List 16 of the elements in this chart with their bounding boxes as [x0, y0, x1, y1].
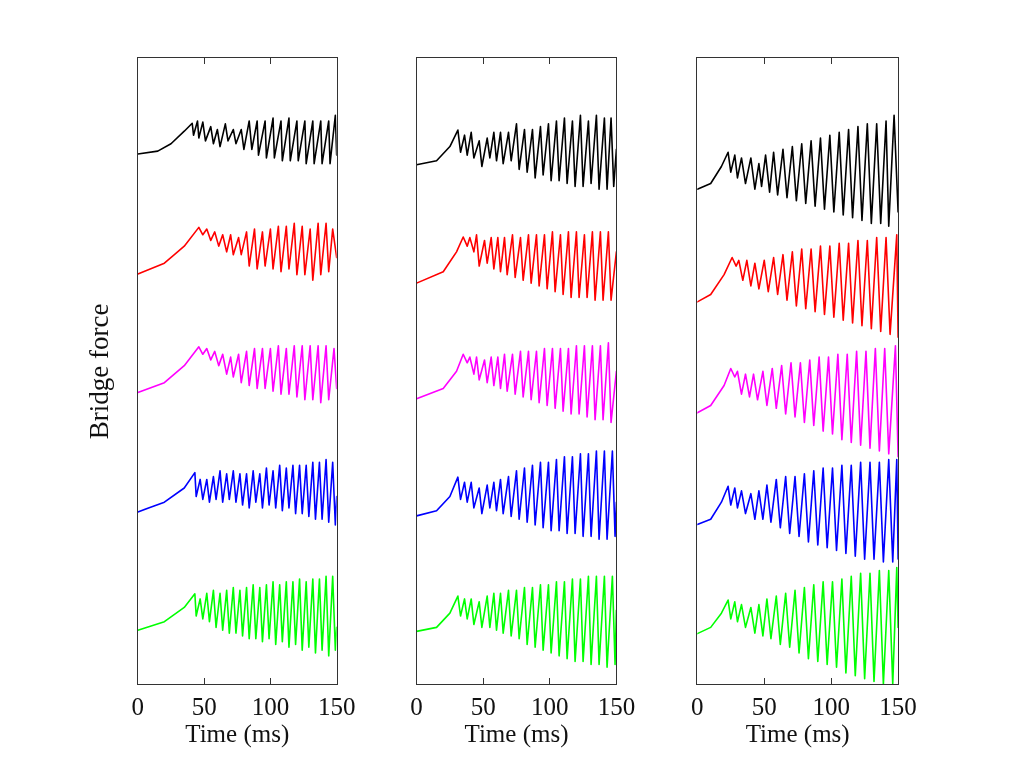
x-tick-label: 50 [191, 693, 217, 721]
x-tick-label: 100 [812, 693, 850, 721]
x-axis-title: Time (ms) [464, 720, 569, 749]
x-tick-label: 50 [470, 693, 496, 721]
x-axis-title: Time (ms) [745, 720, 850, 749]
x-tick-label: 150 [317, 693, 356, 721]
x-tick-label: 0 [691, 693, 704, 721]
x-axis-title: Time (ms) [185, 720, 290, 749]
x-tick-label: 0 [410, 693, 423, 721]
x-tick-label: 150 [597, 693, 636, 721]
x-tick-label: 150 [879, 693, 917, 721]
x-tick-label: 0 [131, 693, 145, 721]
x-tick-label: 100 [531, 693, 569, 721]
y-axis-title: Bridge force [83, 303, 114, 440]
x-tick-label: 50 [751, 693, 777, 721]
x-tick-label: 100 [251, 693, 290, 721]
